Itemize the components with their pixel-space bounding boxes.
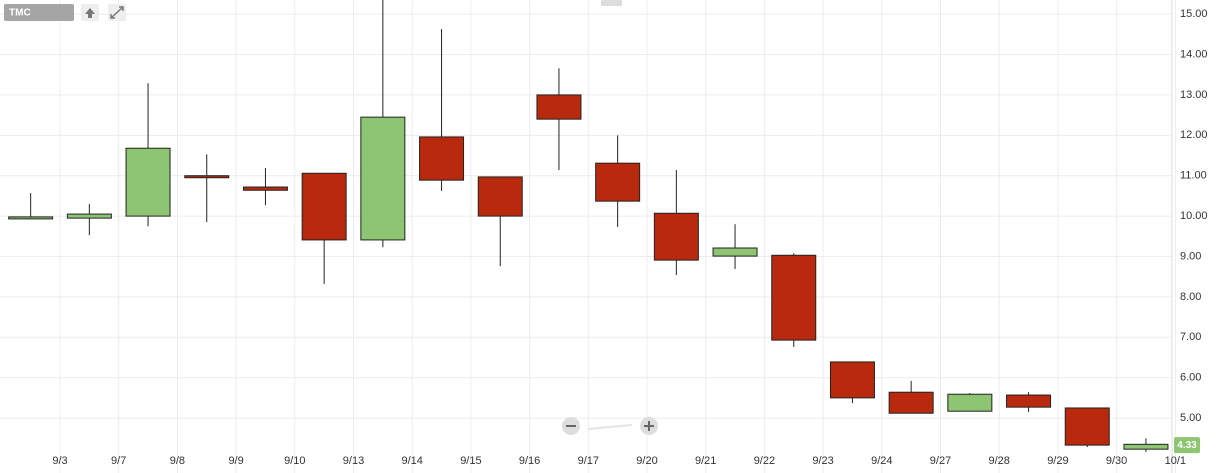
candle-body [829, 361, 875, 399]
y-tick-label: 6.00 [1180, 372, 1201, 384]
x-tick-label: 9/7 [111, 455, 126, 467]
x-tick-label: 9/17 [578, 455, 599, 467]
candle-body [8, 216, 54, 220]
x-tick-label: 9/8 [170, 455, 185, 467]
x-tick-label: 9/29 [1047, 455, 1068, 467]
up-icon [85, 8, 95, 18]
candle-body [653, 212, 699, 261]
y-tick-label: 11.00 [1180, 170, 1207, 182]
candle-body [66, 213, 112, 219]
x-tick-label: 9/20 [636, 455, 657, 467]
zoom-slider[interactable] [588, 424, 632, 430]
y-tick-label: 8.00 [1180, 291, 1201, 303]
candle-body [595, 162, 641, 202]
x-tick-label: 10/1 [1165, 455, 1186, 467]
candle-body [242, 186, 288, 191]
x-tick-label: 9/13 [343, 455, 364, 467]
candle-body [888, 391, 934, 414]
x-tick-label: 9/21 [695, 455, 716, 467]
last-price-label: 4.33 [1177, 440, 1197, 451]
candle-body [125, 147, 171, 217]
x-tick-label: 9/15 [460, 455, 481, 467]
x-tick-label: 9/23 [812, 455, 833, 467]
candle-body [360, 116, 406, 241]
candle-body [419, 136, 465, 181]
x-tick-label: 9/3 [52, 455, 67, 467]
x-tick-label: 9/22 [754, 455, 775, 467]
zoom-in-icon [644, 421, 654, 431]
y-tick-label: 14.00 [1180, 48, 1208, 60]
x-tick-label: 9/16 [519, 455, 540, 467]
y-tick-label: 7.00 [1180, 331, 1201, 343]
x-tick-label: 9/9 [228, 455, 243, 467]
candle-body [184, 175, 230, 179]
x-tick-label: 9/10 [284, 455, 305, 467]
x-tick-label: 9/24 [871, 455, 892, 467]
drag-handle[interactable] [601, 0, 622, 6]
candle-body [947, 393, 993, 412]
expand-icon [110, 6, 124, 19]
y-tick-label: 12.00 [1180, 129, 1208, 141]
candle-body [712, 247, 758, 257]
x-tick-label: 9/30 [1106, 455, 1127, 467]
candle-body [301, 172, 347, 241]
x-tick-label: 9/27 [930, 455, 951, 467]
y-tick-label: 13.00 [1180, 89, 1208, 101]
y-tick-label: 15.00 [1180, 8, 1208, 20]
last-price-box [1174, 437, 1200, 454]
candle-body [1064, 407, 1110, 446]
candle-body [536, 94, 582, 120]
y-tick-label: 5.00 [1180, 412, 1201, 424]
candle-body [1006, 394, 1052, 408]
x-tick-label: 9/14 [401, 455, 422, 467]
candle-body [771, 254, 817, 341]
y-tick-label: 10.00 [1180, 210, 1208, 222]
candle-body [1123, 443, 1169, 450]
y-tick-label: 9.00 [1180, 250, 1201, 262]
symbol-box[interactable] [4, 4, 74, 21]
candle-body [477, 176, 523, 217]
symbol: TMC [9, 8, 31, 19]
x-tick-label: 9/28 [988, 455, 1009, 467]
